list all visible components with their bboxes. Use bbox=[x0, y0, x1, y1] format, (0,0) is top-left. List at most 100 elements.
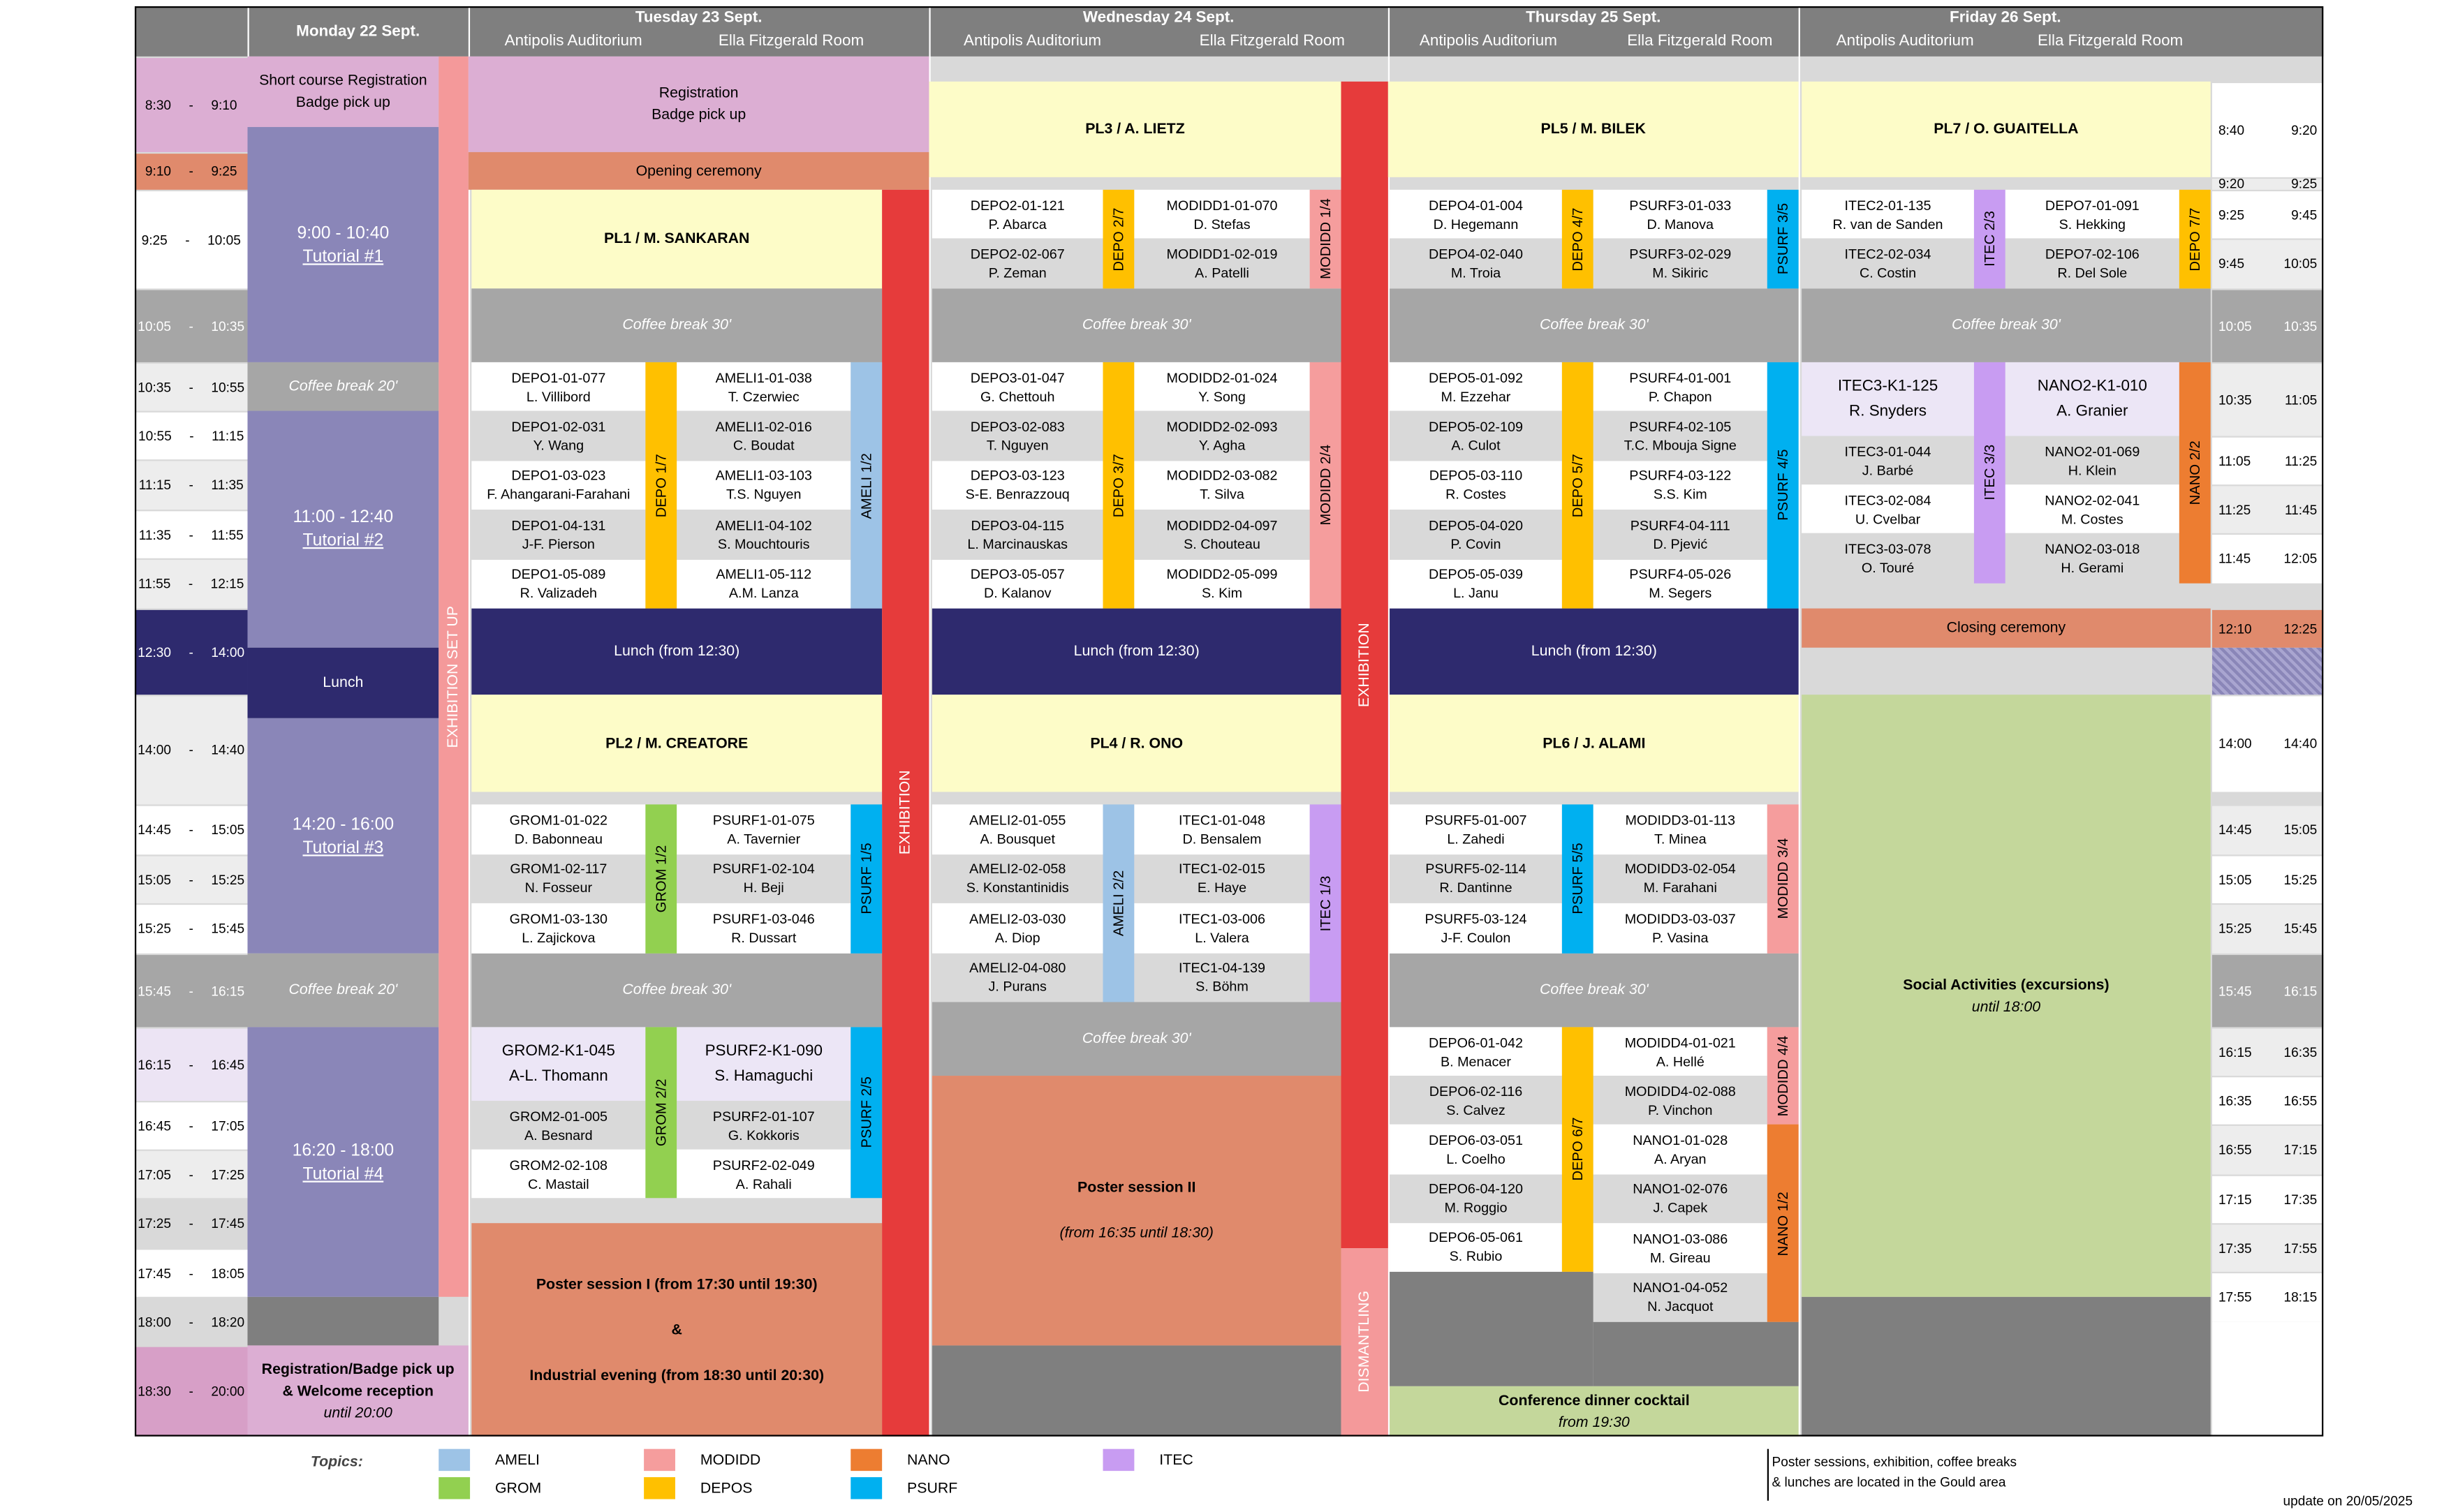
talk: DEPO3-01-047 G. Chettouh bbox=[932, 362, 1103, 412]
talk-code: GROM1-03-130 bbox=[509, 911, 608, 927]
update-note: update on 20/05/2025 bbox=[2283, 1492, 2413, 1509]
time-end: 9:25 bbox=[2291, 175, 2318, 192]
talk: MODIDD1-01-070 D. Stefas bbox=[1134, 189, 1310, 239]
block-line: 11:00 - 12:40 bbox=[293, 507, 394, 527]
time-start: 17:35 bbox=[2218, 1239, 2252, 1256]
talk-author: A.M. Lanza bbox=[728, 585, 799, 602]
talk-code: DEPO1-03-023 bbox=[511, 468, 606, 484]
block-line: (from 16:35 until 18:30) bbox=[1059, 1224, 1214, 1243]
talk-author: T. Minea bbox=[1654, 831, 1707, 847]
talk-author: M. Segers bbox=[1649, 585, 1712, 602]
time-end: 15:05 bbox=[2283, 822, 2318, 838]
time-slot: 18:30 - 20:00 bbox=[134, 1346, 248, 1436]
time-slot: 9:25 - 10:05 bbox=[134, 190, 248, 288]
day-name: Friday 26 Sept. bbox=[1949, 8, 2061, 27]
time-slot: 10:05 - 10:35 bbox=[134, 289, 248, 362]
talk-code: AMELI2-02-058 bbox=[969, 861, 1066, 877]
block: Closing ceremony bbox=[1802, 608, 2211, 648]
talk: GROM1-01-022 D. Babonneau bbox=[471, 804, 646, 854]
time-slot: 15:05 - 15:25 bbox=[134, 855, 248, 903]
talk-code: NANO1-01-028 bbox=[1633, 1132, 1728, 1148]
talk: GROM2-02-108 C. Mastail bbox=[471, 1149, 646, 1199]
talk-code: GROM2-01-005 bbox=[509, 1108, 608, 1124]
talk-author: D. Pjević bbox=[1653, 535, 1708, 552]
block: Coffee break 30' bbox=[1390, 288, 1799, 362]
time-slot: 14:45 15:05 bbox=[2211, 805, 2324, 854]
block-line: Registration/Badge pick up bbox=[261, 1360, 455, 1378]
block-line: Tutorial #4 bbox=[302, 1164, 384, 1183]
time-slot: 9:20 9:25 bbox=[2211, 175, 2324, 192]
talk-code: PSURF5-01-007 bbox=[1425, 812, 1527, 828]
time-slot: 12:10 12:25 bbox=[2211, 609, 2324, 647]
talk: AMELI1-03-103 T.S. Nguyen bbox=[677, 460, 851, 510]
talk-code: ITEC1-01-048 bbox=[1178, 812, 1265, 828]
talk-code: GROM2-02-108 bbox=[509, 1156, 608, 1173]
block: Poster session I (from 17:30 until 19:30… bbox=[471, 1223, 883, 1437]
time-start: 17:55 bbox=[2218, 1289, 2252, 1305]
time-slot: 17:45 - 18:05 bbox=[134, 1249, 248, 1296]
talk: PSURF4-04-111 D. Pjević bbox=[1593, 510, 1767, 560]
legend-label: ITEC bbox=[1159, 1451, 1193, 1469]
legend-swatch bbox=[1103, 1448, 1135, 1472]
talk: DEPO1-03-023 F. Ahangarani-Farahani bbox=[471, 460, 646, 510]
time-start: 9:20 bbox=[2218, 175, 2245, 192]
talk-author: P. Vinchon bbox=[1647, 1102, 1713, 1118]
time-end: 15:45 bbox=[2283, 920, 2318, 937]
time-slot: 8:40 9:20 bbox=[2211, 82, 2324, 177]
talk: ITEC2-01-135 R. van de Sanden bbox=[1802, 189, 1974, 239]
talk: PSURF1-01-075 A. Tavernier bbox=[677, 804, 851, 854]
time-start: 9:45 bbox=[2218, 255, 2245, 272]
talk: NANO2-03-018 H. Gerami bbox=[2005, 533, 2179, 584]
talk-code: DEPO5-01-092 bbox=[1428, 369, 1523, 385]
legend-label: MODIDD bbox=[700, 1451, 761, 1469]
time-slot: 16:15 16:35 bbox=[2211, 1028, 2324, 1075]
talk-author: H. Gerami bbox=[2061, 559, 2124, 576]
talk-author: U. Cvelbar bbox=[1855, 510, 1921, 526]
talk-code: MODIDD2-03-082 bbox=[1166, 468, 1278, 484]
talk: DEPO2-02-067 P. Zeman bbox=[932, 238, 1103, 289]
talk: DEPO4-02-040 M. Troia bbox=[1390, 238, 1562, 289]
time-end: 17:55 bbox=[2283, 1239, 2318, 1256]
talk-author: S. Rubio bbox=[1449, 1249, 1503, 1265]
block: Opening ceremony bbox=[468, 151, 929, 190]
block-line: Coffee break 30' bbox=[1539, 981, 1649, 999]
time-end: 16:15 bbox=[2283, 982, 2318, 998]
time-start: 16:15 bbox=[2218, 1043, 2252, 1060]
block-line: Poster session II bbox=[1077, 1179, 1196, 1197]
filler bbox=[1802, 1296, 2211, 1437]
talk-author: O. Touré bbox=[1861, 559, 1915, 576]
day-divider bbox=[468, 6, 471, 1437]
block: Lunch bbox=[247, 647, 439, 718]
block: 14:20 - 16:00 Tutorial #3 bbox=[247, 718, 439, 954]
talk-code: DEPO4-01-004 bbox=[1428, 196, 1523, 213]
time-end: 11:45 bbox=[2284, 501, 2318, 517]
block-line: until 18:00 bbox=[1971, 998, 2041, 1016]
block: PL6 / J. ALAMI bbox=[1390, 695, 1799, 792]
block-line: Coffee break 30' bbox=[1952, 316, 2061, 334]
talk: NANO2-01-069 H. Klein bbox=[2005, 436, 2179, 485]
time-start: 11:25 bbox=[2218, 501, 2251, 517]
talk-code: ITEC3-01-044 bbox=[1844, 443, 1931, 459]
talk: DEPO6-03-051 L. Coelho bbox=[1390, 1125, 1562, 1174]
talk-author: M. Farahani bbox=[1643, 880, 1717, 896]
time-slot: 17:05 - 17:25 bbox=[134, 1150, 248, 1198]
talk-author: R. Valizadeh bbox=[520, 585, 598, 602]
talk-author: E. Haye bbox=[1197, 880, 1247, 896]
block: Coffee break 30' bbox=[471, 288, 883, 362]
room-name: Ella Fitzgerald Room bbox=[718, 32, 864, 50]
talk-author: L. Valera bbox=[1195, 929, 1249, 946]
talk: DEPO5-05-039 L. Janu bbox=[1390, 559, 1562, 609]
legend-swatch bbox=[851, 1477, 883, 1499]
talk: DEPO5-02-109 A. Culot bbox=[1390, 411, 1562, 461]
talk-author: S. Hamaguchi bbox=[714, 1067, 814, 1085]
talk-code: MODIDD3-03-037 bbox=[1624, 911, 1736, 927]
talk: AMELI1-02-016 C. Boudat bbox=[677, 411, 851, 461]
time-end: 10:05 bbox=[2283, 255, 2318, 272]
talk-code: DEPO2-01-121 bbox=[970, 196, 1065, 213]
talk-author: C. Costin bbox=[1859, 265, 1917, 281]
talk-author: A. Tavernier bbox=[727, 831, 801, 847]
talk-author: A. Granier bbox=[2056, 403, 2128, 421]
talk: NANO2-02-041 M. Costes bbox=[2005, 484, 2179, 533]
talk-author: P. Abarca bbox=[988, 215, 1047, 232]
talk-code: PSURF1-03-046 bbox=[712, 911, 815, 927]
